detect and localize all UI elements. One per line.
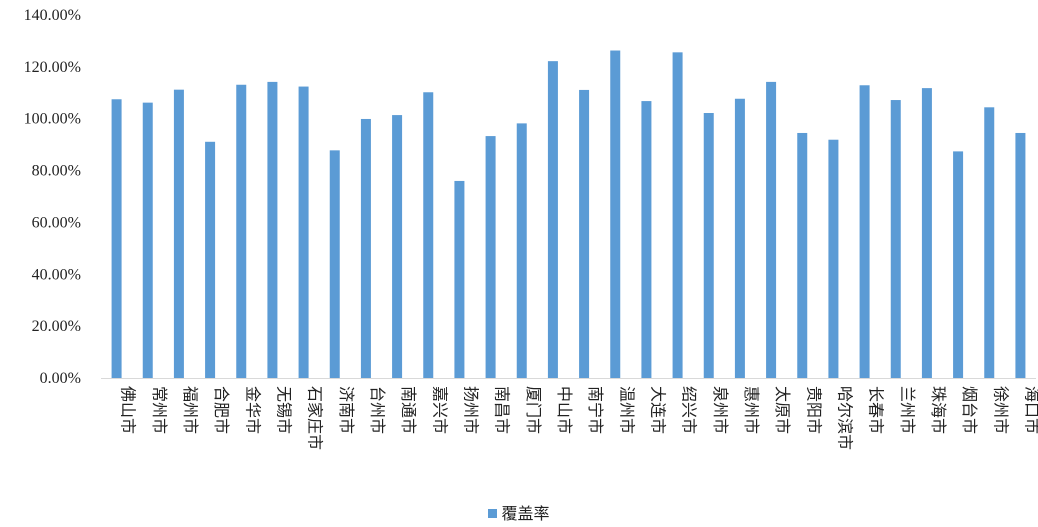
x-category-label: 石家庄市 (306, 386, 325, 450)
bar (329, 150, 340, 378)
x-category-label: 台州市 (368, 386, 387, 434)
bar (953, 151, 964, 378)
x-category-label: 常州市 (150, 386, 169, 434)
bar (766, 81, 777, 378)
x-category-label: 济南市 (337, 386, 356, 434)
x-category-label: 扬州市 (461, 386, 480, 434)
x-category-label: 太原市 (773, 386, 792, 434)
bar (734, 98, 745, 379)
bar-series (111, 50, 1026, 379)
y-tick-label: 60.00% (32, 214, 81, 231)
y-tick-label: 20.00% (32, 318, 81, 335)
bar (703, 113, 714, 378)
x-category-label: 泉州市 (711, 386, 730, 434)
bar (984, 107, 995, 378)
bar (298, 86, 309, 378)
y-tick-label: 0.00% (40, 370, 81, 387)
x-category-label: 海口市 (1022, 386, 1038, 434)
x-category-label: 大连市 (648, 386, 667, 434)
bar (797, 132, 808, 378)
x-category-label: 南昌市 (493, 386, 512, 434)
x-category-label: 南通市 (399, 386, 418, 434)
y-tick-label: 80.00% (32, 163, 81, 180)
bar (672, 52, 683, 378)
x-category-label: 惠州市 (742, 386, 761, 434)
bar (921, 88, 932, 379)
bar (547, 61, 558, 378)
bar (360, 118, 371, 378)
x-category-label: 中山市 (555, 386, 574, 434)
bar (111, 99, 122, 379)
x-category-label: 徐州市 (991, 386, 1010, 434)
x-category-label: 绍兴市 (680, 386, 699, 434)
x-axis-labels: 佛山市 常州市 福州市 合肥市 金华市 无锡市 石家庄市 济南市 台州市 南通市 嘉兴市 扬州市 南昌市… (119, 386, 1038, 450)
x-category-label: 佛山市 (119, 386, 138, 434)
bar (267, 81, 278, 378)
y-tick-label: 120.00% (24, 59, 81, 76)
x-category-label: 南宁市 (586, 386, 605, 434)
x-category-label: 珠海市 (929, 386, 948, 434)
bar (890, 100, 901, 378)
bar (142, 102, 153, 378)
y-tick-label: 140.00% (24, 7, 81, 24)
legend: 覆盖率 (0, 500, 1038, 524)
bar (236, 84, 247, 378)
legend-label: 覆盖率 (501, 504, 550, 523)
x-category-label: 温州市 (617, 386, 636, 434)
x-category-label: 合肥市 (212, 386, 231, 434)
bar (173, 89, 184, 378)
x-category-label: 贵阳市 (804, 386, 823, 434)
bar (205, 141, 216, 378)
x-category-label: 厦门市 (524, 386, 543, 434)
x-category-label: 兰州市 (898, 386, 917, 434)
x-category-label: 无锡市 (274, 386, 293, 434)
x-category-label: 烟台市 (960, 386, 979, 434)
y-tick-label: 40.00% (32, 266, 81, 283)
x-category-label: 哈尔滨市 (835, 386, 854, 450)
legend-swatch (488, 509, 498, 518)
x-category-label: 金华市 (243, 386, 262, 434)
bar (1015, 132, 1026, 378)
y-tick-label: 100.00% (24, 111, 81, 128)
x-category-label: 长春市 (867, 386, 886, 434)
bar (485, 136, 496, 378)
y-axis: 0.00% 20.00% 40.00% 60.00% 80.00% 100.00% 120.… (24, 7, 81, 387)
bar (828, 139, 839, 378)
bar (859, 85, 870, 379)
bar (641, 101, 652, 378)
bar (392, 115, 403, 378)
bar (454, 180, 465, 378)
bar (579, 89, 590, 379)
x-category-label: 嘉兴市 (430, 386, 449, 434)
bar (516, 123, 527, 378)
coverage-bar-chart: 0.00% 20.00% 40.00% 60.00% 80.00% 100.00% 120.… (24, 7, 1038, 450)
bar (610, 50, 621, 378)
bar (423, 92, 434, 378)
x-category-label: 福州市 (181, 386, 200, 434)
